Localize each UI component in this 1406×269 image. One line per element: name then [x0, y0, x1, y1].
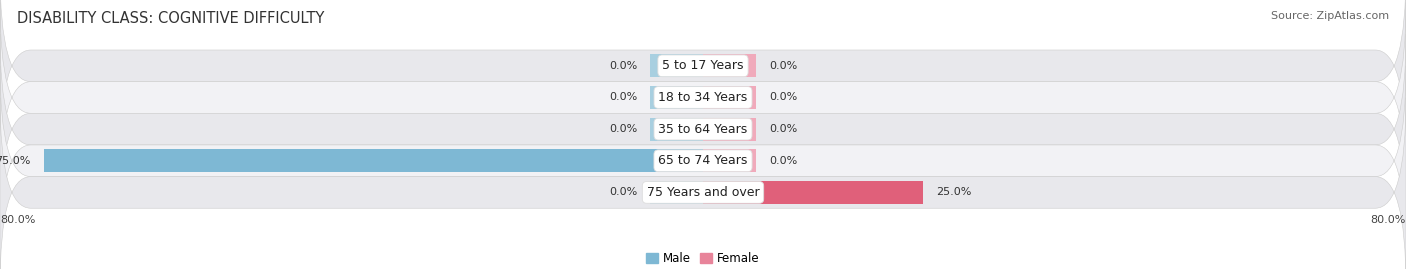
Text: 0.0%: 0.0% — [609, 187, 637, 197]
Bar — [703, 149, 756, 172]
Bar — [703, 86, 756, 109]
Text: 5 to 17 Years: 5 to 17 Years — [662, 59, 744, 72]
FancyBboxPatch shape — [0, 66, 1406, 256]
Text: 35 to 64 Years: 35 to 64 Years — [658, 123, 748, 136]
Bar — [650, 118, 703, 140]
Bar — [650, 86, 703, 109]
Legend: Male, Female: Male, Female — [647, 252, 759, 265]
Bar — [703, 118, 756, 140]
Bar — [703, 181, 922, 204]
Bar — [703, 54, 756, 77]
Text: DISABILITY CLASS: COGNITIVE DIFFICULTY: DISABILITY CLASS: COGNITIVE DIFFICULTY — [17, 11, 325, 26]
Text: 25.0%: 25.0% — [936, 187, 972, 197]
Text: 75.0%: 75.0% — [0, 156, 31, 166]
Text: 0.0%: 0.0% — [769, 93, 797, 102]
FancyBboxPatch shape — [0, 0, 1406, 161]
FancyBboxPatch shape — [0, 34, 1406, 224]
FancyBboxPatch shape — [0, 97, 1406, 269]
Text: 0.0%: 0.0% — [769, 124, 797, 134]
Text: 0.0%: 0.0% — [769, 61, 797, 71]
Text: 0.0%: 0.0% — [769, 156, 797, 166]
Text: 75 Years and over: 75 Years and over — [647, 186, 759, 199]
Text: 80.0%: 80.0% — [0, 215, 35, 225]
Text: 18 to 34 Years: 18 to 34 Years — [658, 91, 748, 104]
Text: 0.0%: 0.0% — [609, 124, 637, 134]
FancyBboxPatch shape — [0, 2, 1406, 192]
Text: Source: ZipAtlas.com: Source: ZipAtlas.com — [1271, 11, 1389, 21]
Text: 65 to 74 Years: 65 to 74 Years — [658, 154, 748, 167]
Text: 0.0%: 0.0% — [609, 93, 637, 102]
Text: 80.0%: 80.0% — [1371, 215, 1406, 225]
Text: 0.0%: 0.0% — [609, 61, 637, 71]
Bar — [44, 149, 703, 172]
Bar — [650, 181, 703, 204]
Bar — [650, 54, 703, 77]
